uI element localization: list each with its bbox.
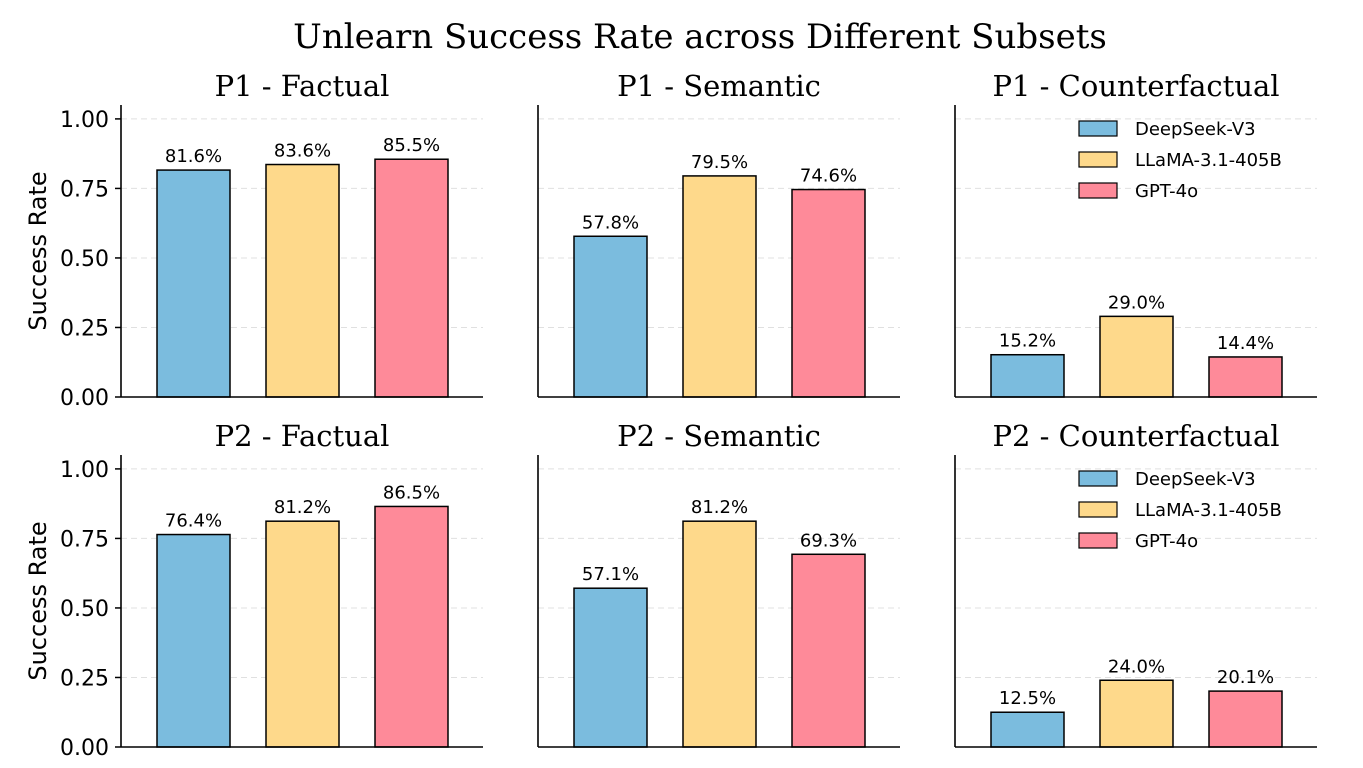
- y-tick-label: 0.50: [60, 247, 109, 272]
- subplot-title: P2 - Counterfactual: [992, 419, 1279, 453]
- data-label: 69.3%: [800, 530, 857, 551]
- data-label: 79.5%: [691, 152, 748, 173]
- bar-deepseek-v3: [990, 353, 1065, 398]
- data-label: 74.6%: [800, 166, 857, 187]
- legend-swatch: [1078, 151, 1118, 168]
- bar-deepseek-v3: [573, 587, 648, 748]
- data-label: 57.8%: [582, 212, 639, 233]
- bar-llama-3-1-405b: [682, 520, 757, 748]
- data-label: 14.4%: [1217, 333, 1274, 354]
- bar-llama-3-1-405b: [265, 520, 340, 748]
- legend-swatch: [1078, 470, 1118, 487]
- data-label: 15.2%: [999, 331, 1056, 352]
- subplot-4: P2 - Factual 76.4% 81.2% 86.5% 0.00 0.25 0.50 0…: [24, 419, 483, 761]
- legend-swatch: [1078, 182, 1118, 199]
- data-label: 81.2%: [691, 497, 748, 518]
- bar-gpt-4o: [791, 188, 866, 398]
- data-label: 81.2%: [274, 497, 331, 518]
- bar-llama-3-1-405b: [265, 163, 340, 398]
- y-tick-label: 0.00: [60, 386, 109, 411]
- bar-deepseek-v3: [990, 711, 1065, 748]
- y-tick-label: 0.75: [60, 527, 109, 552]
- data-label: 85.5%: [383, 135, 440, 156]
- bar-gpt-4o: [1208, 690, 1283, 748]
- legend-label: DeepSeek-V3: [1135, 119, 1256, 140]
- bar-llama-3-1-405b: [682, 175, 757, 398]
- y-axis-label: Success Rate: [24, 171, 52, 330]
- bar-deepseek-v3: [156, 169, 231, 398]
- legend-label: LLaMA-3.1-405B: [1135, 500, 1282, 521]
- subplot-grid: P1 - Factual 81.6% 83.6% 85.5% 0.00 0.25 0.50 0…: [24, 69, 1317, 761]
- legend: DeepSeek-V3 LLaMA-3.1-405B GPT-4o: [1078, 469, 1282, 552]
- subplot-6: P2 - Counterfactual 12.5% 24.0% 20.1% DeepSe…: [954, 419, 1317, 748]
- subplot-title: P1 - Semantic: [617, 69, 821, 103]
- bar-deepseek-v3: [156, 533, 231, 748]
- y-tick-label: 0.50: [60, 597, 109, 622]
- data-label: 20.1%: [1217, 667, 1274, 688]
- legend: DeepSeek-V3 LLaMA-3.1-405B GPT-4o: [1078, 119, 1282, 202]
- bar-gpt-4o: [374, 158, 449, 398]
- legend-label: DeepSeek-V3: [1135, 469, 1256, 490]
- legend-label: GPT-4o: [1135, 531, 1198, 552]
- subplot-title: P2 - Semantic: [617, 419, 821, 453]
- legend-swatch: [1078, 501, 1118, 518]
- subplot-title: P1 - Counterfactual: [992, 69, 1279, 103]
- legend-label: LLaMA-3.1-405B: [1135, 150, 1282, 171]
- data-label: 12.5%: [999, 688, 1056, 709]
- bar-deepseek-v3: [573, 235, 648, 398]
- subplot-title: P1 - Factual: [215, 69, 390, 103]
- y-tick-label: 0.25: [60, 316, 109, 341]
- y-tick-label: 1.00: [60, 458, 109, 483]
- subplot-1: P1 - Factual 81.6% 83.6% 85.5% 0.00 0.25 0.50 0…: [24, 69, 483, 411]
- bar-llama-3-1-405b: [1099, 315, 1174, 398]
- y-tick-label: 1.00: [60, 108, 109, 133]
- y-tick-label: 0.25: [60, 666, 109, 691]
- subplot-5: P2 - Semantic 57.1% 81.2% 69.3%: [537, 419, 900, 748]
- bar-gpt-4o: [374, 505, 449, 748]
- bar-gpt-4o: [1208, 356, 1283, 398]
- data-label: 24.0%: [1108, 656, 1165, 677]
- subplot-2: P1 - Semantic 57.8% 79.5% 74.6%: [537, 69, 900, 398]
- data-label: 29.0%: [1108, 292, 1165, 313]
- bar-gpt-4o: [791, 553, 866, 748]
- y-axis-label: Success Rate: [24, 521, 52, 680]
- data-label: 57.1%: [582, 564, 639, 585]
- legend-swatch: [1078, 532, 1118, 549]
- data-label: 86.5%: [383, 482, 440, 503]
- legend-swatch: [1078, 120, 1118, 137]
- bar-llama-3-1-405b: [1099, 679, 1174, 748]
- legend-label: GPT-4o: [1135, 181, 1198, 202]
- figure-title: Unlearn Success Rate across Different Su…: [293, 17, 1107, 57]
- subplot-title: P2 - Factual: [215, 419, 390, 453]
- subplot-3: P1 - Counterfactual 15.2% 29.0% 14.4% DeepSe…: [954, 69, 1317, 398]
- data-label: 76.4%: [165, 511, 222, 532]
- data-label: 83.6%: [274, 141, 331, 162]
- data-label: 81.6%: [165, 146, 222, 167]
- y-tick-label: 0.75: [60, 177, 109, 202]
- y-tick-label: 0.00: [60, 736, 109, 761]
